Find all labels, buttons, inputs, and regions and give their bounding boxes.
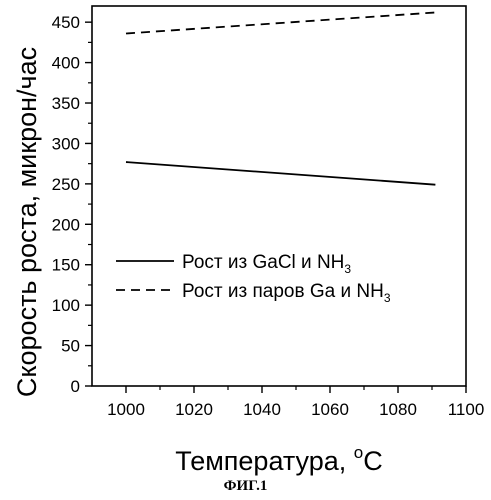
y-tick-label: 350 (52, 94, 80, 113)
y-axis-ticks: 0 50 100 150 200 250 300 350 400 450 (52, 13, 92, 396)
x-tick-label: 1020 (175, 400, 213, 419)
series-lines (126, 12, 435, 184)
y-tick-label: 200 (52, 215, 80, 234)
legend-label-ga-vapor: Рост из паров Ga и NH3 (182, 281, 391, 305)
plot-frame (92, 6, 466, 386)
growth-rate-chart: 1000 1020 1040 1060 1080 1100 0 50 100 150 200 250… (0, 0, 491, 478)
x-axis-ticks: 1000 1020 1040 1060 1080 1100 (107, 386, 484, 419)
x-axis-title-unit: C (363, 446, 383, 476)
y-tick-label: 300 (52, 134, 80, 153)
x-tick-label: 1080 (379, 400, 417, 419)
figure-caption: ФИГ.1 (0, 478, 491, 495)
x-axis-title-main: Температура, (175, 446, 354, 476)
y-tick-label: 150 (52, 256, 80, 275)
x-tick-label: 1100 (448, 400, 485, 419)
x-tick-label: 1000 (107, 400, 145, 419)
x-axis-title: Температура, oC (175, 443, 383, 476)
legend-label-gacl: Рост из GaCl и NH3 (182, 252, 351, 276)
x-tick-label: 1060 (311, 400, 349, 419)
series-line-gacl (126, 162, 435, 185)
y-tick-label: 400 (52, 54, 80, 73)
y-tick-label: 450 (52, 13, 80, 32)
y-tick-label: 100 (52, 296, 80, 315)
y-tick-label: 250 (52, 175, 80, 194)
x-axis-title-degree: o (354, 443, 363, 462)
series-line-ga-vapor (126, 12, 435, 33)
y-tick-label: 50 (61, 337, 80, 356)
y-axis-title: Скорость роста, микрон/час (12, 47, 42, 397)
y-tick-label: 0 (71, 377, 80, 396)
x-tick-label: 1040 (243, 400, 281, 419)
legend: Рост из GaCl и NH3 Рост из паров Ga и NH… (116, 252, 391, 305)
